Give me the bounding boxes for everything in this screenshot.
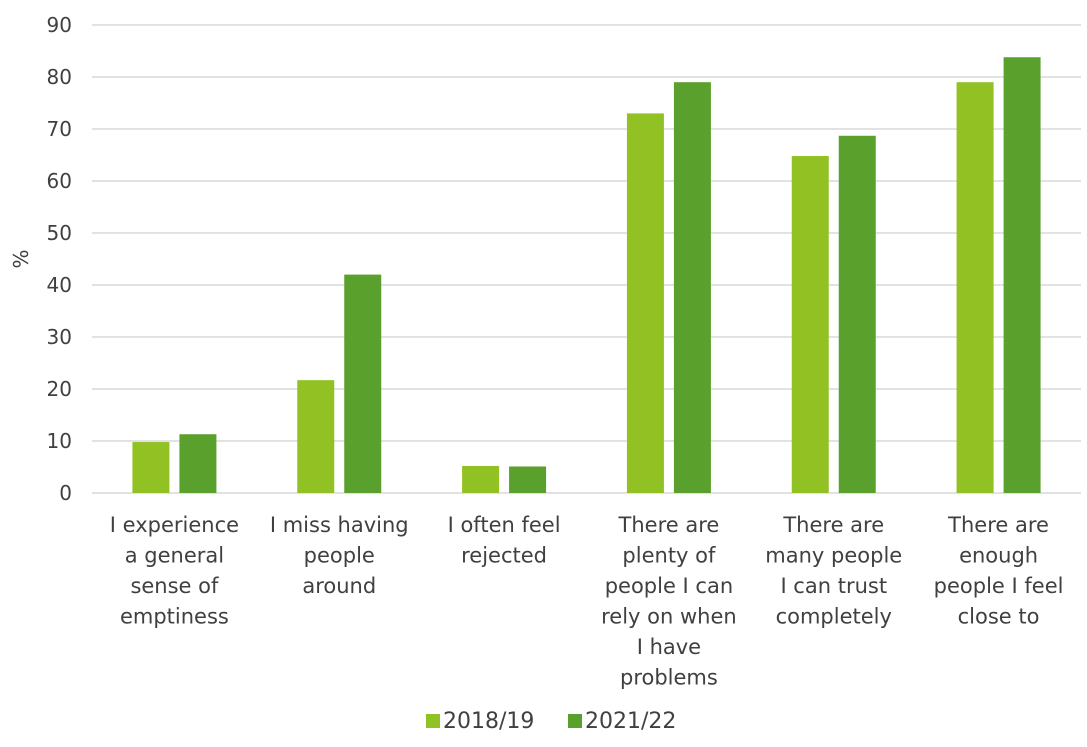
category-label-line: I have (637, 635, 701, 659)
y-tick-label: 20 (47, 377, 72, 401)
category-label-line: sense of (130, 574, 219, 598)
bar-2021-22-1 (344, 274, 382, 493)
category-label-line: a general (125, 544, 224, 568)
category-label-line: problems (620, 666, 718, 690)
y-tick-label: 60 (47, 169, 72, 193)
y-tick-label: 50 (47, 221, 72, 245)
category-label-line: There are (618, 513, 720, 537)
category-label: I miss having people around (270, 513, 409, 598)
bar-2018-19-2 (462, 465, 500, 493)
category-label-line: emptiness (120, 605, 229, 629)
y-tick-label: 10 (47, 429, 72, 453)
bar-2018-19-3 (626, 113, 664, 494)
bar-2018-19-4 (791, 156, 829, 494)
legend-label: 2018/19 (443, 709, 534, 734)
y-tick-label: 40 (47, 273, 72, 297)
category-label-line: There are (782, 513, 884, 537)
category-label-line: many people (765, 544, 902, 568)
bar-2018-19-1 (297, 380, 335, 493)
bar-2021-22-4 (838, 135, 876, 493)
legend: 2018/19 2021/22 (426, 709, 676, 734)
legend-label: 2021/22 (585, 709, 676, 734)
bar-2021-22-0 (179, 434, 217, 493)
category-label: There are plenty of people I can rely on wh… (601, 513, 737, 690)
category-label-line: I miss having (270, 513, 409, 537)
legend-swatch (568, 714, 582, 728)
legend-swatch (426, 714, 440, 728)
category-label-line: rely on when (601, 605, 737, 629)
category-label: There are many people I can trust completel… (765, 513, 902, 629)
y-tick-label: 80 (47, 65, 72, 89)
y-tick-label: 90 (47, 13, 72, 37)
bar-2021-22-3 (673, 82, 711, 493)
bar-2018-19-0 (132, 442, 170, 493)
bar-2018-19-5 (956, 82, 994, 493)
bar-2021-22-5 (1003, 57, 1041, 494)
category-label: I often feel rejected (448, 513, 561, 568)
category-label-line: rejected (461, 544, 547, 568)
y-tick-label: 30 (47, 325, 72, 349)
y-axis-label: % (9, 249, 33, 268)
gridlines (92, 24, 1081, 494)
category-label-line: people I feel (934, 574, 1064, 598)
category-label-line: completely (776, 605, 892, 629)
category-label: I experience a general sense of emptiness (110, 513, 239, 629)
category-label-line: close to (958, 605, 1040, 629)
category-labels: I experience a general sense of emptinessI … (110, 513, 1064, 690)
category-label-line: I experience (110, 513, 239, 537)
bars (132, 57, 1041, 494)
category-label-line: enough (959, 544, 1038, 568)
y-axis-ticks: 0 10 20 30 40 50 60 70 80 90 (47, 13, 72, 505)
category-label-line: There are (947, 513, 1049, 537)
bar-2021-22-2 (509, 466, 547, 493)
category-label-line: around (302, 574, 376, 598)
category-label-line: plenty of (622, 544, 716, 568)
y-tick-label: 70 (47, 117, 72, 141)
category-label-line: I can trust (780, 574, 887, 598)
category-label: There are enough people I feel close to (934, 513, 1064, 629)
y-tick-label: 0 (59, 481, 72, 505)
category-label-line: people I can (605, 574, 733, 598)
category-label-line: people (304, 544, 375, 568)
category-label-line: I often feel (448, 513, 561, 537)
